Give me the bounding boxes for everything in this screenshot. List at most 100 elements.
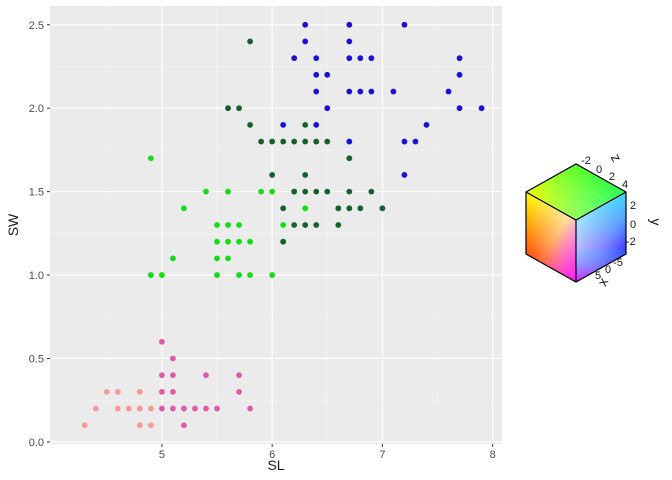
data-point [357, 55, 364, 62]
data-point [390, 88, 397, 95]
data-point [214, 405, 220, 412]
data-point [225, 238, 231, 245]
data-point [302, 205, 309, 212]
x-axis: 5 6 7 8 [159, 444, 496, 461]
data-point [335, 222, 342, 228]
data-point [147, 272, 154, 278]
cube-z-title: z [608, 151, 625, 165]
data-point [236, 272, 242, 278]
data-point [225, 105, 231, 112]
data-point [114, 388, 121, 395]
y-tick-label: 2.5 [29, 20, 44, 32]
data-point [291, 55, 298, 62]
y-tick-label: 0.0 [29, 437, 44, 449]
data-point [324, 138, 331, 145]
data-point [181, 405, 187, 412]
data-point [302, 38, 309, 45]
y-axis: 0.0 0.5 1.0 1.5 2.0 2.5 [29, 20, 50, 449]
data-point [170, 388, 176, 395]
cube-z-tick-4: 4 [622, 179, 628, 191]
data-point [81, 422, 88, 429]
x-axis-title: SL [267, 457, 284, 473]
data-point [313, 188, 320, 195]
data-point [401, 21, 408, 28]
data-point [302, 172, 309, 178]
data-point [357, 88, 364, 95]
data-point [280, 205, 287, 212]
data-point [401, 172, 408, 178]
data-point [324, 188, 331, 195]
data-point [158, 338, 165, 345]
x-tick-label: 7 [379, 449, 385, 461]
data-point [158, 372, 165, 379]
cube-right-shade [576, 192, 626, 282]
data-point [136, 422, 143, 429]
data-point [269, 272, 276, 278]
data-point [280, 121, 287, 128]
data-point [214, 222, 220, 228]
x-tick-label: 8 [490, 449, 496, 461]
data-point [192, 405, 198, 412]
data-point [203, 372, 209, 379]
cube-x-tick-3: -5 [613, 257, 623, 269]
data-point [346, 38, 353, 45]
data-point [158, 388, 165, 395]
data-point [313, 55, 320, 62]
data-point [313, 138, 320, 145]
data-point [313, 121, 320, 128]
cube-left-magenta [526, 192, 576, 282]
data-point [236, 222, 242, 228]
data-point [291, 138, 298, 145]
data-point [291, 188, 298, 195]
data-point [214, 238, 220, 245]
data-point [346, 21, 353, 28]
data-point [302, 138, 309, 145]
data-point [236, 238, 242, 245]
data-point [258, 188, 265, 195]
y-tick-label: 1.0 [29, 270, 44, 282]
data-point [247, 121, 253, 128]
data-point [225, 255, 231, 262]
data-point [181, 422, 187, 429]
data-point [236, 372, 242, 379]
data-point [423, 121, 430, 128]
x-tick-label: 5 [159, 449, 165, 461]
data-point [103, 388, 110, 395]
data-point [147, 422, 154, 429]
data-point [247, 38, 253, 45]
data-point [313, 71, 320, 78]
data-point [214, 272, 220, 278]
data-point [269, 172, 276, 178]
data-point [125, 405, 132, 412]
data-point [247, 272, 253, 278]
data-point [280, 138, 287, 145]
data-point [302, 21, 309, 28]
cube-y-tick-2: 0 [630, 219, 636, 231]
data-point [170, 255, 176, 262]
data-point [247, 238, 253, 245]
data-point [302, 188, 309, 195]
y-tick-label: 0.5 [29, 353, 44, 365]
data-point [170, 355, 176, 362]
data-point [236, 388, 242, 395]
data-point [302, 222, 309, 228]
cube-y-tick-3: -2 [626, 236, 636, 248]
data-point [401, 138, 408, 145]
data-point [313, 222, 320, 228]
data-point [92, 405, 99, 412]
data-point [291, 222, 298, 228]
data-point [203, 405, 209, 412]
cube-z-tick-3: 2 [609, 171, 615, 183]
cube-x-tick-1: 5 [595, 270, 601, 282]
cube-edges [525, 163, 627, 283]
cube-z-tick-1: -2 [581, 155, 591, 167]
data-point [346, 188, 353, 195]
data-point [456, 71, 463, 78]
data-points [81, 21, 485, 429]
data-point [170, 372, 176, 379]
data-point [379, 205, 386, 212]
data-point [170, 405, 176, 412]
x-tick-label: 6 [269, 449, 275, 461]
data-point [236, 105, 242, 112]
